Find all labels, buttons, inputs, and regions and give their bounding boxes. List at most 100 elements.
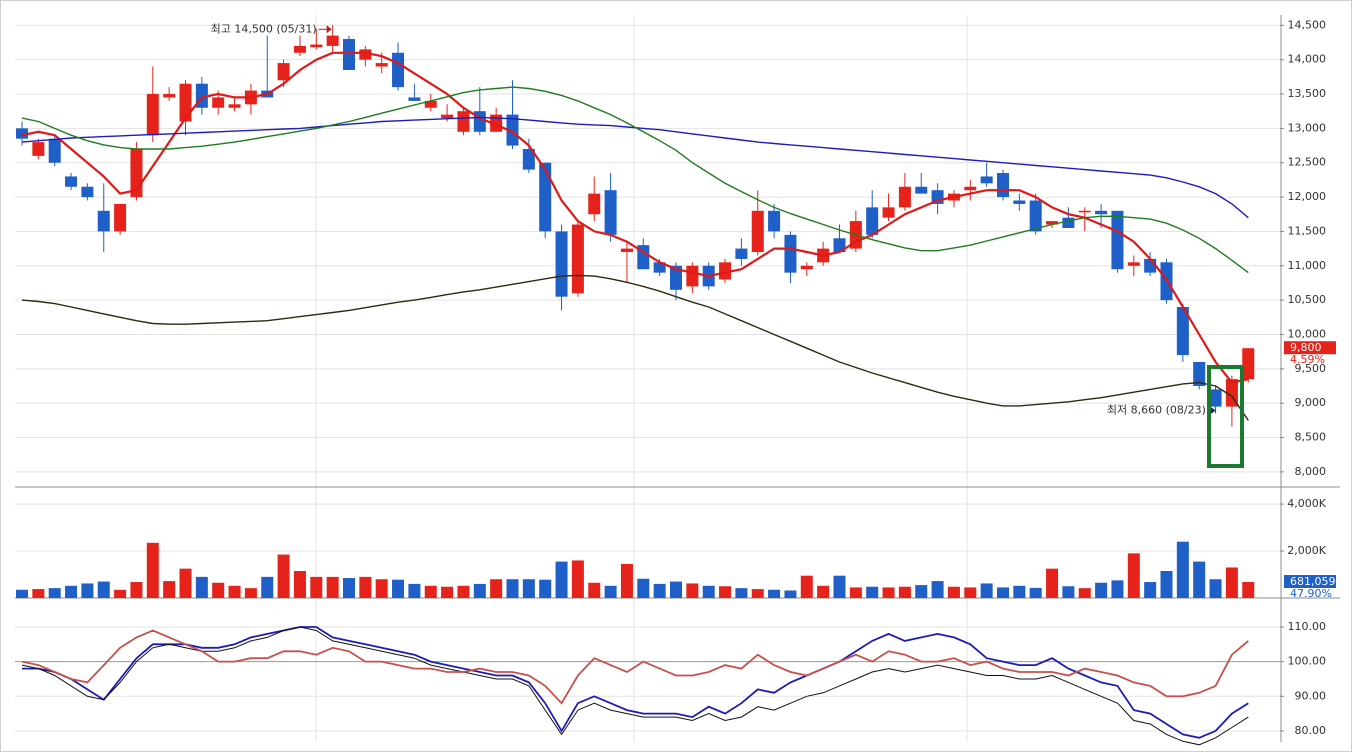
volume-bar <box>768 589 781 598</box>
candle-body <box>1078 210 1091 213</box>
candle-body <box>359 49 372 60</box>
candle-body <box>915 186 928 194</box>
volume-bar <box>326 576 339 598</box>
volume-bar <box>980 583 993 598</box>
volume-bar <box>65 585 78 598</box>
y-tick-label: 12,500 <box>1288 156 1327 169</box>
candle-body <box>16 128 28 139</box>
indicator-line <box>21 86 1249 274</box>
volume-bar <box>1209 579 1222 598</box>
highlight-box <box>1207 365 1244 468</box>
candle-body <box>784 234 797 273</box>
volume-bar <box>849 587 862 598</box>
volume-bar <box>228 585 241 598</box>
volume-bar <box>817 585 830 598</box>
indicator-line <box>21 626 1249 746</box>
indicator-line <box>21 274 1249 421</box>
candle-body <box>1046 221 1059 225</box>
candle-body <box>964 186 977 191</box>
y-tick-label: 9,500 <box>1295 362 1327 375</box>
ratio-label: 47.90% <box>1290 587 1332 600</box>
last-price-box <box>1284 341 1336 355</box>
y-tick-label: 12,000 <box>1288 190 1327 203</box>
volume-bar <box>424 585 437 598</box>
volume-bar <box>32 589 45 598</box>
candle-body <box>604 190 617 235</box>
annotation-arrowhead <box>1209 406 1216 415</box>
candle-body <box>997 173 1009 198</box>
volume-bar <box>310 576 323 598</box>
y-tick-label: 8,500 <box>1295 431 1327 444</box>
candle-body <box>81 186 94 198</box>
volume-bar <box>1193 561 1206 598</box>
y-tick-label: 110.00 <box>1288 620 1327 633</box>
candle-body <box>375 63 388 67</box>
indicator-line <box>22 626 1249 739</box>
volume-bar <box>637 578 650 598</box>
volume-bar <box>571 560 584 598</box>
y-tick-label: 90.00 <box>1295 689 1327 702</box>
candle-body <box>457 111 470 132</box>
volume-bar <box>735 588 748 598</box>
annotation-arrowhead <box>326 25 332 34</box>
volume-bar <box>392 579 405 598</box>
candle-body <box>114 203 127 232</box>
candle-body <box>719 262 732 280</box>
volume-bar <box>261 576 274 598</box>
candle-body <box>555 231 568 297</box>
y-tick-label: 14,500 <box>1288 18 1327 31</box>
candle-body <box>1013 200 1026 204</box>
candle-body <box>522 148 535 170</box>
candle-body <box>293 45 306 53</box>
volume-bar <box>898 586 911 598</box>
volume-bar <box>702 585 715 598</box>
volume-bar <box>997 587 1009 598</box>
candle-body <box>1111 210 1124 270</box>
volume-bar <box>473 583 486 598</box>
y-tick-label: 14,000 <box>1288 53 1327 66</box>
candle-body <box>588 193 601 215</box>
y-tick-label: 100.00 <box>1288 655 1327 668</box>
volume-bar <box>931 581 944 598</box>
volume-bar <box>522 579 535 598</box>
volume-bar <box>1029 587 1042 598</box>
volume-bar <box>343 578 355 598</box>
y-tick-label: 11,000 <box>1288 259 1327 272</box>
volume-bar <box>1046 568 1059 598</box>
y-tick-label: 2,000K <box>1287 544 1326 557</box>
candle-body <box>670 265 682 290</box>
last-price-label: 9,800 <box>1290 341 1322 354</box>
candle-body <box>866 207 879 235</box>
volume-bar <box>866 586 879 598</box>
candle-body <box>800 265 813 270</box>
volume-bar <box>1062 586 1075 598</box>
volume-bar <box>670 581 682 598</box>
volume-bar <box>882 587 895 598</box>
volume-bar <box>1242 582 1255 598</box>
candle-body <box>571 224 584 294</box>
candle-body <box>408 97 421 101</box>
candle-body <box>1209 389 1222 407</box>
y-tick-label: 11,500 <box>1288 224 1327 237</box>
volume-bar <box>16 589 28 598</box>
candle-body <box>228 104 241 108</box>
candle-body <box>1242 348 1255 380</box>
volume-bar <box>457 585 470 598</box>
volume-bar <box>359 576 372 598</box>
y-tick-label: 4,000K <box>1287 497 1326 510</box>
volume-bar <box>1111 580 1124 598</box>
candle-body <box>97 210 110 232</box>
volume-bar <box>784 590 797 598</box>
low-annotation: 최저 8,660 (08/23) <box>1107 404 1206 417</box>
candle-body <box>980 176 993 184</box>
candle-body <box>392 52 405 88</box>
candle-body <box>751 210 764 253</box>
candle-body <box>653 262 666 273</box>
candle-body <box>212 97 225 108</box>
candle-body <box>424 100 437 108</box>
volume-bar <box>588 582 601 598</box>
volume-bar <box>48 588 61 598</box>
candle-body <box>1095 210 1108 215</box>
volume-bar <box>604 585 617 598</box>
volume-bar <box>947 586 960 598</box>
